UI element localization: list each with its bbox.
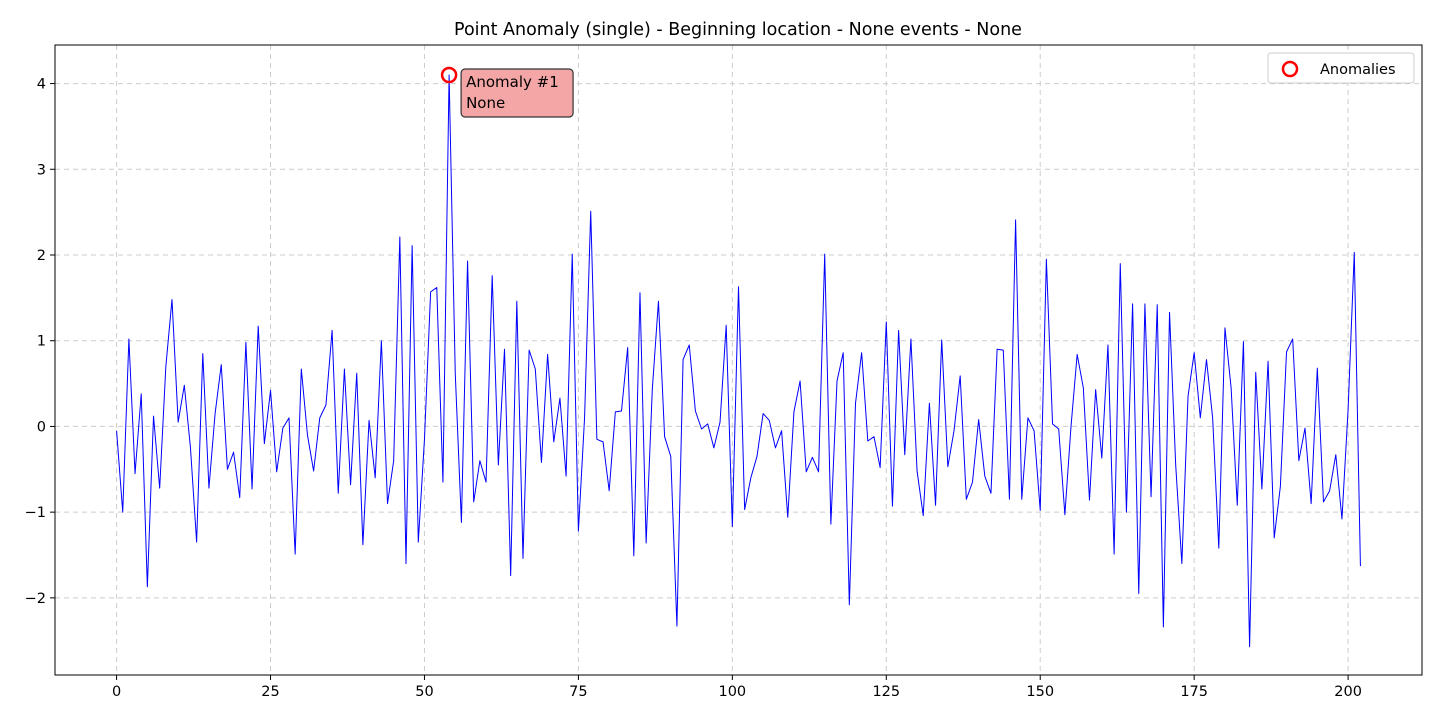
grid (55, 45, 1422, 675)
anomaly-marker (440, 66, 458, 84)
x-tick-label: 125 (872, 684, 900, 700)
y-tick-label: 2 (37, 248, 46, 264)
x-tick-label: 0 (112, 684, 121, 700)
series-line (116, 74, 1361, 648)
annotation-box (460, 68, 574, 118)
y-axis: −2 −1 0 1 2 3 4 (25, 77, 55, 607)
annotations: Anomaly #1 None (460, 68, 574, 118)
legend: Anomalies (1267, 52, 1415, 84)
y-tick-label: 0 (37, 419, 46, 435)
x-tick-label: 75 (569, 684, 587, 700)
y-tick-label: 4 (37, 77, 46, 93)
x-tick-label: 100 (718, 684, 746, 700)
x-tick-label: 150 (1026, 684, 1054, 700)
annotation-line1: Anomaly #1 (466, 73, 559, 91)
legend-anomalies-label: Anomalies (1320, 62, 1396, 78)
x-tick-label: 175 (1180, 684, 1208, 700)
x-tick-label: 200 (1334, 684, 1362, 700)
y-tick-label: 3 (37, 162, 46, 178)
legend-anomaly-marker (1281, 60, 1299, 78)
annotation: Anomaly #1 None (460, 68, 574, 118)
chart-title: Point Anomaly (single) - Beginning locat… (454, 20, 1022, 40)
y-tick-label: −2 (25, 591, 46, 607)
annotation-line2: None (466, 94, 505, 112)
x-axis: 0 25 50 75 100 125 150 175 200 (112, 675, 1362, 700)
y-tick-label: −1 (25, 505, 46, 521)
plot-frame (54, 44, 1423, 676)
legend-box (1267, 52, 1415, 84)
x-tick-label: 50 (415, 684, 433, 700)
anomaly-markers (440, 66, 458, 84)
y-tick-label: 1 (37, 334, 46, 350)
x-tick-label: 25 (261, 684, 279, 700)
